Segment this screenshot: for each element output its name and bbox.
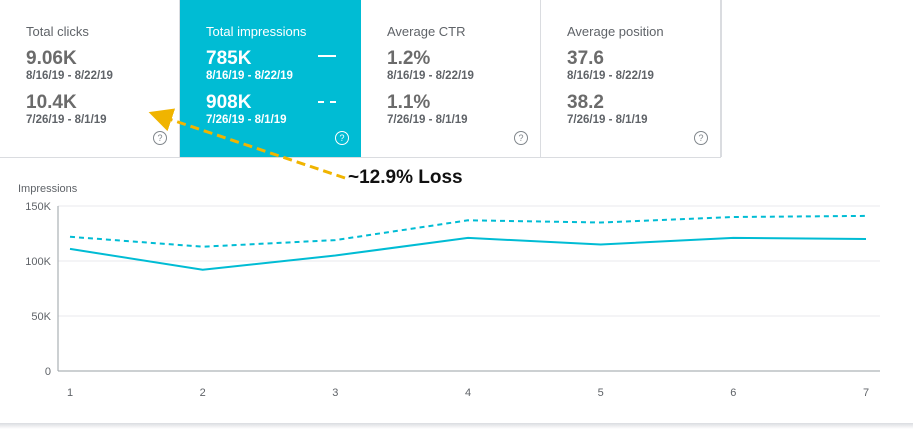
previous-range: 7/26/19 - 8/1/19 bbox=[206, 114, 287, 126]
previous-range: 7/26/19 - 8/1/19 bbox=[387, 114, 468, 126]
help-icon[interactable]: ? bbox=[153, 131, 167, 145]
y-tick-labels: 0 50K 100K 150K bbox=[25, 201, 51, 378]
previous-range: 7/26/19 - 8/1/19 bbox=[26, 114, 107, 126]
y-axis-label: Impressions bbox=[18, 183, 78, 195]
impressions-chart: 0 50K 100K 150K 1 2 3 4 5 6 7 Impressions bbox=[18, 183, 880, 399]
current-value: 1.2% bbox=[387, 48, 431, 69]
x-tick-label: 6 bbox=[730, 387, 736, 399]
x-tick-label: 7 bbox=[863, 387, 869, 399]
current-range: 8/16/19 - 8/22/19 bbox=[206, 70, 293, 82]
solid-line-legend-icon bbox=[318, 55, 336, 57]
x-tick-label: 3 bbox=[332, 387, 338, 399]
card-average-position[interactable]: Average position 37.6 8/16/19 - 8/22/19 … bbox=[541, 0, 721, 157]
loss-annotation: ~12.9% Loss bbox=[348, 167, 463, 188]
metric-cards: Total clicks 9.06K 8/16/19 - 8/22/19 10.… bbox=[0, 0, 721, 158]
bottom-edge bbox=[0, 423, 913, 429]
card-title: Total clicks bbox=[26, 24, 89, 39]
previous-value: 908K bbox=[206, 92, 252, 113]
x-tick-label: 2 bbox=[200, 387, 206, 399]
current-value: 9.06K bbox=[26, 48, 77, 69]
card-divider bbox=[721, 0, 722, 157]
current-period-line[interactable] bbox=[69, 236, 867, 271]
previous-period-line[interactable] bbox=[69, 214, 867, 248]
grid bbox=[57, 205, 880, 372]
card-title: Total impressions bbox=[206, 24, 307, 39]
y-tick-label: 150K bbox=[25, 201, 51, 213]
card-title: Average CTR bbox=[387, 24, 466, 39]
card-average-ctr[interactable]: Average CTR 1.2% 8/16/19 - 8/22/19 1.1% … bbox=[361, 0, 541, 157]
previous-range: 7/26/19 - 8/1/19 bbox=[567, 114, 648, 126]
y-tick-label: 0 bbox=[45, 366, 51, 378]
x-tick-label: 5 bbox=[598, 387, 604, 399]
y-tick-label: 100K bbox=[25, 256, 51, 268]
x-tick-label: 4 bbox=[465, 387, 471, 399]
card-title: Average position bbox=[567, 24, 664, 39]
current-value: 785K bbox=[206, 48, 252, 69]
current-value: 37.6 bbox=[567, 48, 604, 69]
help-icon[interactable]: ? bbox=[335, 131, 349, 145]
help-icon[interactable]: ? bbox=[514, 131, 528, 145]
previous-value: 38.2 bbox=[567, 92, 604, 113]
card-total-impressions[interactable]: Total impressions 785K 8/16/19 - 8/22/19… bbox=[180, 0, 361, 157]
previous-value: 10.4K bbox=[26, 92, 77, 113]
dashed-line-legend-icon bbox=[318, 101, 336, 103]
current-range: 8/16/19 - 8/22/19 bbox=[567, 70, 654, 82]
x-tick-label: 1 bbox=[67, 387, 73, 399]
current-range: 8/16/19 - 8/22/19 bbox=[26, 70, 113, 82]
card-total-clicks[interactable]: Total clicks 9.06K 8/16/19 - 8/22/19 10.… bbox=[0, 0, 180, 157]
help-icon[interactable]: ? bbox=[694, 131, 708, 145]
series-lines bbox=[69, 214, 867, 271]
y-tick-label: 50K bbox=[31, 311, 51, 323]
current-range: 8/16/19 - 8/22/19 bbox=[387, 70, 474, 82]
previous-value: 1.1% bbox=[387, 92, 431, 113]
x-tick-labels: 1 2 3 4 5 6 7 bbox=[67, 387, 869, 399]
